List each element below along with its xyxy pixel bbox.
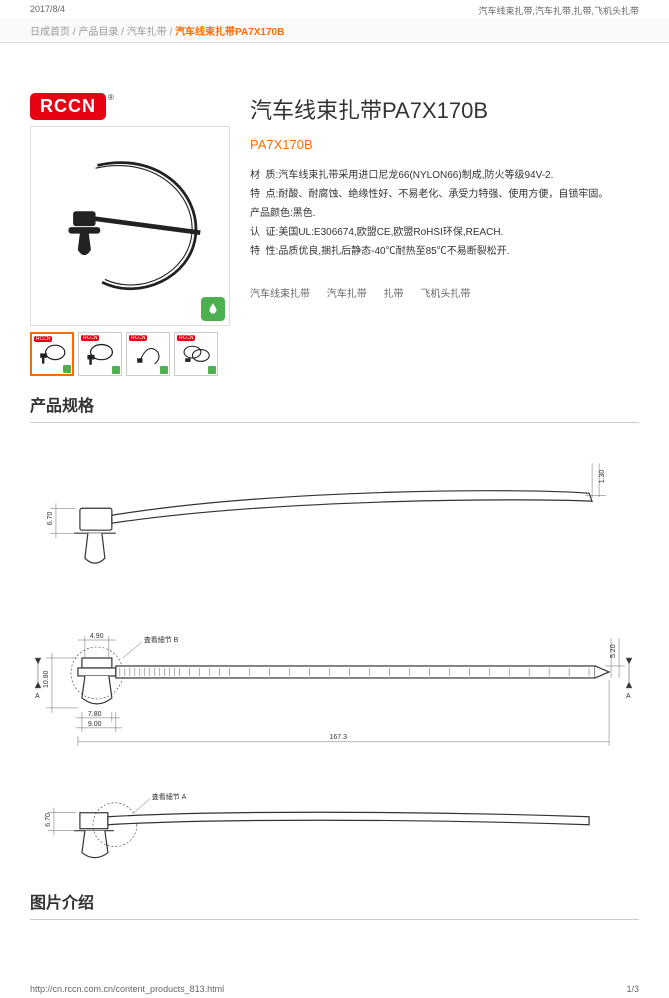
footer-page: 1/3 [626, 984, 639, 994]
main-product-image[interactable] [30, 126, 230, 326]
dim-label: 167.3 [330, 734, 348, 741]
dim-label: 10.80 [43, 670, 50, 688]
dim-label: 9.00 [88, 721, 102, 728]
spec-line: 材 质:汽车线束扎带采用进口尼龙66(NYLON66)制成,防火等级94V-2. [250, 166, 639, 185]
section-specs-heading: 产品规格 [30, 392, 639, 423]
product-right-column: 汽车线束扎带PA7X170B PA7X170B 材 质:汽车线束扎带采用进口尼龙… [250, 93, 639, 376]
eco-badge-icon [201, 297, 225, 321]
breadcrumb-item[interactable]: 产品目录 [78, 27, 118, 38]
dim-label: 6.70 [45, 813, 52, 827]
thumbnail[interactable]: RCCN [78, 332, 122, 376]
eco-mini-icon [63, 365, 71, 373]
thumbnail[interactable]: RCCN [30, 332, 74, 376]
breadcrumb-item[interactable]: 日成首页 [30, 27, 70, 38]
product-top: RCCN® RCCN [30, 93, 639, 376]
breadcrumb-current: 汽车线束扎带PA7X170B [175, 27, 284, 38]
product-title: 汽车线束扎带PA7X170B [250, 93, 639, 125]
dim-label: 5.20 [610, 644, 617, 658]
section-label: A [35, 693, 40, 700]
eco-mini-icon [112, 366, 120, 374]
detail-label: 査看細节 B [144, 635, 179, 644]
footer-bar: http://cn.rccn.com.cn/content_products_8… [0, 980, 669, 998]
cable-tie-illustration [46, 142, 214, 310]
tag[interactable]: 飞机头扎带 [420, 289, 470, 300]
product-sku: PA7X170B [250, 137, 639, 152]
spec-line: 产品颜色:黑色. [250, 204, 639, 223]
tag[interactable]: 汽车线束扎带 [250, 289, 310, 300]
header-date: 2017/8/4 [30, 4, 65, 17]
eco-mini-icon [208, 366, 216, 374]
footer-url: http://cn.rccn.com.cn/content_products_8… [30, 984, 224, 994]
eco-mini-icon [160, 366, 168, 374]
section-label: A [626, 693, 631, 700]
tag-list: 汽车线束扎带 汽车扎带 扎带 飞机头扎带 [250, 285, 639, 300]
tag[interactable]: 汽车扎带 [327, 289, 367, 300]
section-images-heading: 图片介绍 [30, 889, 639, 920]
thumbnail-row: RCCN RCCN RCCN RCCN [30, 332, 230, 376]
header-bar: 2017/8/4 汽车线束扎带,汽车扎带,扎带,飞机头扎带 [0, 0, 669, 19]
dim-label: 4.90 [90, 633, 104, 640]
technical-drawing: 1.30 6.70 [30, 433, 639, 873]
breadcrumb: 日成首页 / 产品目录 / 汽车扎带 / 汽车线束扎带PA7X170B [0, 19, 669, 43]
tag[interactable]: 扎带 [384, 289, 404, 300]
thumbnail[interactable]: RCCN [174, 332, 218, 376]
spec-line: 特 点:耐酸、耐腐蚀、绝缘性好、不易老化、承受力特强、使用方便，自锁牢固。 [250, 185, 639, 204]
dim-label: 1.30 [599, 470, 606, 484]
spec-line: 认 证:美国UL:E306674,欧盟CE,欧盟RoHSI环保,REACH. [250, 223, 639, 242]
registered-mark: ® [108, 93, 114, 102]
dim-label: 6.70 [47, 512, 54, 526]
dim-label: 7.80 [88, 711, 102, 718]
header-title: 汽车线束扎带,汽车扎带,扎带,飞机头扎带 [478, 4, 639, 17]
breadcrumb-item[interactable]: 汽车扎带 [127, 27, 167, 38]
spec-line: 特 性:品质优良,捆扎后静态-40℃耐热至85℃不易断裂松开. [250, 242, 639, 261]
brand-logo: RCCN [30, 93, 106, 120]
thumbnail[interactable]: RCCN [126, 332, 170, 376]
product-left-column: RCCN® RCCN [30, 93, 230, 376]
detail-label: 査看細节 A [152, 792, 187, 801]
